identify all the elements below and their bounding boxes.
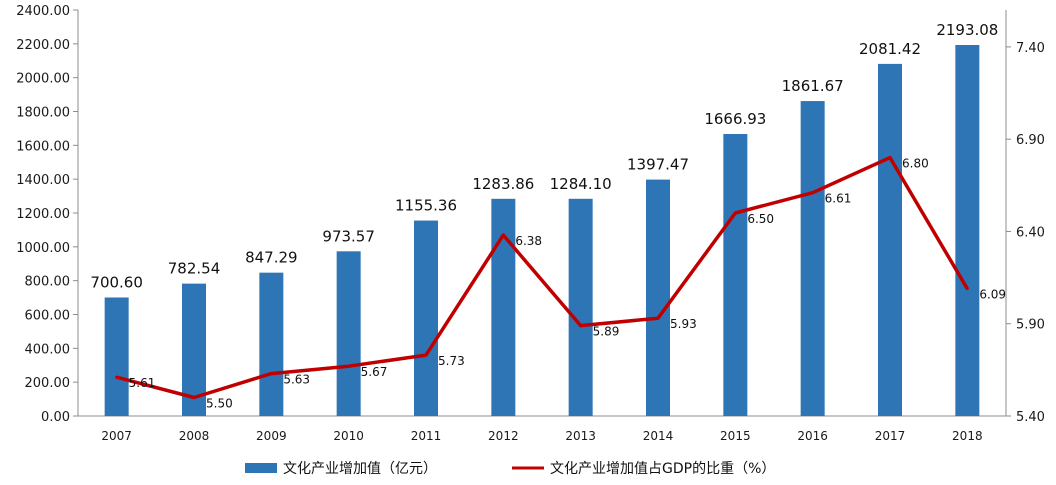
x-tick-label: 2014 — [643, 429, 674, 443]
left-tick-label: 1600.00 — [16, 139, 70, 154]
bar — [878, 63, 902, 416]
bar — [955, 45, 980, 416]
left-tick-label: 1200.00 — [16, 207, 70, 222]
bar-value-label: 700.60 — [90, 273, 143, 291]
x-tick-label: 2008 — [179, 429, 210, 443]
right-tick-label: 7.40 — [1016, 41, 1045, 56]
bar-value-label: 847.29 — [245, 249, 298, 267]
bar-value-label: 2081.42 — [859, 40, 921, 58]
line-point — [579, 324, 583, 328]
line-point — [656, 316, 660, 320]
line-series — [115, 155, 969, 400]
line-point — [888, 156, 892, 160]
left-tick-label: 1800.00 — [16, 106, 70, 121]
line-value-label: 6.80 — [902, 157, 929, 171]
bar-value-label: 782.54 — [168, 260, 221, 278]
bar — [723, 134, 748, 417]
right-tick-label: 6.40 — [1016, 225, 1045, 240]
line-value-label: 6.38 — [515, 234, 542, 248]
left-tick-label: 200.00 — [25, 376, 71, 391]
bar-value-label: 2193.08 — [936, 21, 998, 39]
bar-value-label: 1283.86 — [472, 175, 534, 193]
x-tick-label: 2007 — [101, 429, 132, 443]
line-point — [115, 375, 119, 379]
line-value-label: 5.67 — [361, 365, 388, 379]
line-point — [424, 353, 428, 357]
legend-bar-label: 文化产业增加值（亿元） — [283, 461, 437, 477]
bar — [336, 251, 361, 416]
legend: 文化产业增加值（亿元） 文化产业增加值占GDP的比重（%） — [245, 461, 775, 477]
right-tick-label: 5.90 — [1016, 318, 1045, 333]
x-tick-label: 2017 — [875, 429, 906, 443]
bar — [259, 272, 284, 416]
legend-line-label: 文化产业增加值占GDP的比重（%） — [550, 461, 775, 477]
line-point — [269, 372, 273, 376]
bar — [568, 198, 593, 416]
line-point — [733, 211, 737, 215]
bar — [104, 297, 129, 416]
right-tick-label: 6.90 — [1016, 133, 1045, 148]
line-point — [501, 233, 505, 237]
left-tick-label: 2400.00 — [16, 4, 70, 19]
bar-value-label: 1666.93 — [704, 110, 766, 128]
line-point — [811, 191, 815, 195]
left-tick-label: 1400.00 — [16, 173, 70, 188]
line-value-label: 6.09 — [979, 288, 1006, 302]
x-tick-label: 2013 — [565, 429, 596, 443]
line-value-label: 6.50 — [747, 212, 774, 226]
bar-value-label: 1284.10 — [550, 175, 612, 193]
bar — [414, 220, 438, 416]
line-value-label: 5.93 — [670, 317, 697, 331]
bar-value-label: 1861.67 — [782, 77, 844, 95]
x-tick-label: 2010 — [333, 429, 364, 443]
x-tick-label: 2009 — [256, 429, 287, 443]
left-tick-label: 2000.00 — [16, 72, 70, 87]
line-point — [347, 364, 351, 368]
legend-bar-swatch — [245, 463, 277, 473]
left-tick-label: 2200.00 — [16, 38, 70, 53]
bar — [646, 179, 670, 416]
left-tick-label: 0.00 — [41, 410, 70, 425]
bar — [491, 198, 516, 416]
line-value-label: 5.73 — [438, 354, 465, 368]
x-tick-label: 2018 — [952, 429, 983, 443]
left-tick-label: 800.00 — [25, 275, 71, 290]
left-tick-label: 600.00 — [25, 309, 71, 324]
line-value-label: 6.61 — [825, 192, 852, 206]
bar-series — [104, 45, 980, 417]
data-labels: 700.60 782.54 847.29 973.57 1155.36 1283.86 12… — [90, 21, 1006, 411]
line-value-label: 5.61 — [129, 376, 156, 390]
x-tick-label: 2015 — [720, 429, 751, 443]
bar-value-label: 1155.36 — [395, 197, 457, 215]
x-tick-label: 2011 — [411, 429, 442, 443]
right-tick-label: 5.40 — [1016, 410, 1045, 425]
x-tick-label: 2012 — [488, 429, 519, 443]
bar — [800, 101, 825, 416]
line-point — [192, 396, 196, 400]
bar-value-label: 1397.47 — [627, 156, 689, 174]
left-tick-label: 400.00 — [25, 342, 71, 357]
line-value-label: 5.50 — [206, 397, 233, 411]
x-tick-label: 2016 — [797, 429, 828, 443]
left-tick-label: 1000.00 — [16, 241, 70, 256]
line-point — [965, 287, 969, 291]
axes: 0.00 200.00 400.00 600.00 800.00 1000.00 1200.… — [16, 4, 1045, 443]
bar-value-label: 973.57 — [322, 227, 375, 245]
line-value-label: 5.89 — [593, 325, 620, 339]
line-value-label: 5.63 — [283, 373, 310, 387]
ratio-line — [116, 155, 969, 400]
